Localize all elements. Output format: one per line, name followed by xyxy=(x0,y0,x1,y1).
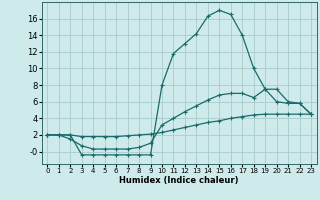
X-axis label: Humidex (Indice chaleur): Humidex (Indice chaleur) xyxy=(119,176,239,185)
